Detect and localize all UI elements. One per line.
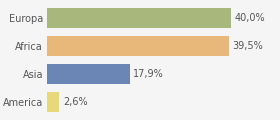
- Bar: [47, 36, 229, 56]
- Bar: [47, 92, 59, 112]
- Bar: [47, 8, 231, 28]
- Text: 40,0%: 40,0%: [235, 13, 265, 23]
- Text: 17,9%: 17,9%: [133, 69, 164, 79]
- Text: 2,6%: 2,6%: [63, 97, 87, 107]
- Text: 39,5%: 39,5%: [233, 41, 263, 51]
- Bar: [47, 64, 130, 84]
